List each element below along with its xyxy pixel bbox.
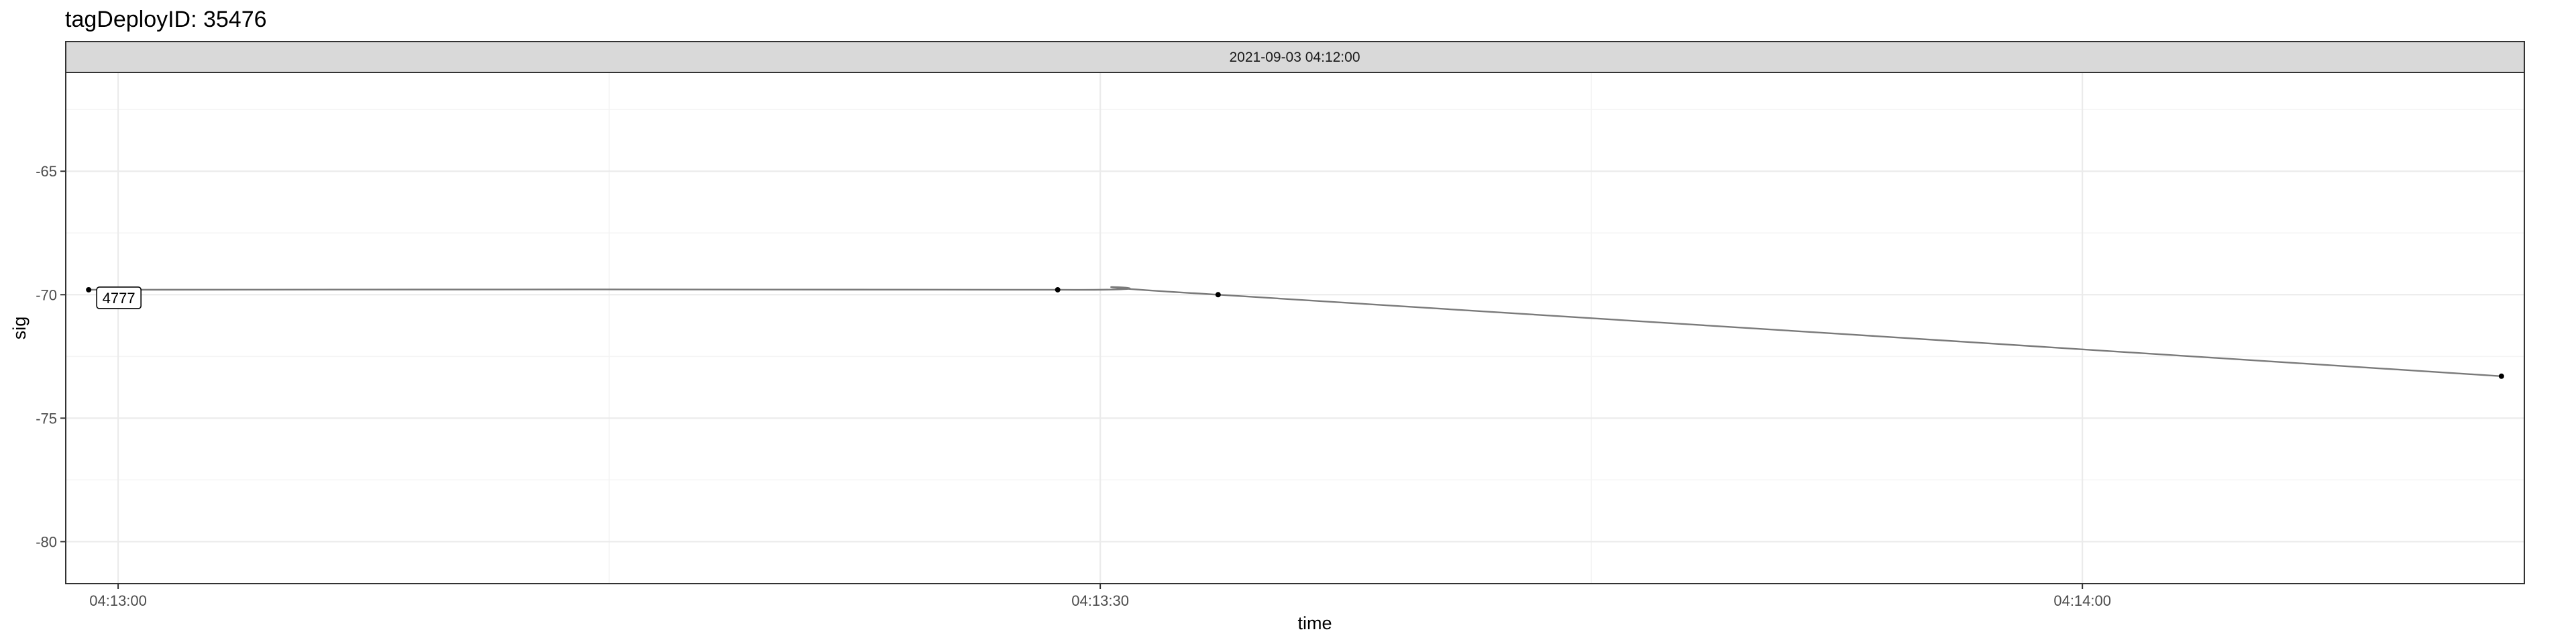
series-line	[89, 286, 2502, 377]
panel-border	[65, 72, 2525, 584]
facet-strip	[65, 41, 2525, 73]
x-tick-label: 04:14:00	[2053, 592, 2111, 609]
y-tick-label: -65	[36, 163, 57, 180]
x-tick-label: 04:13:30	[1071, 592, 1129, 609]
series-line-layer	[89, 286, 2502, 377]
data-point	[1055, 286, 1061, 292]
x-axis: 04:13:00 04:13:30 04:14:00	[89, 584, 2111, 609]
y-axis-title: sig	[9, 317, 30, 340]
point-labels: 4777	[96, 286, 142, 309]
y-axis: -65 -70 -75 -80	[36, 163, 66, 550]
point-label-box	[96, 286, 142, 309]
y-tick-label: -70	[36, 286, 57, 303]
data-point	[2498, 373, 2504, 379]
point-label: 4777	[103, 290, 136, 307]
y-tick-label: -80	[36, 533, 57, 550]
chart-title: tagDeployID: 35476	[65, 7, 267, 32]
data-point	[86, 286, 92, 292]
grid	[66, 72, 2524, 584]
data-points	[86, 286, 2504, 379]
data-point	[1215, 292, 1221, 298]
x-tick-label: 04:13:00	[89, 592, 147, 609]
x-axis-title: time	[1297, 613, 1332, 633]
y-tick-label: -75	[36, 410, 57, 427]
facet-strip-label: 2021-09-03 04:12:00	[1230, 50, 1360, 65]
